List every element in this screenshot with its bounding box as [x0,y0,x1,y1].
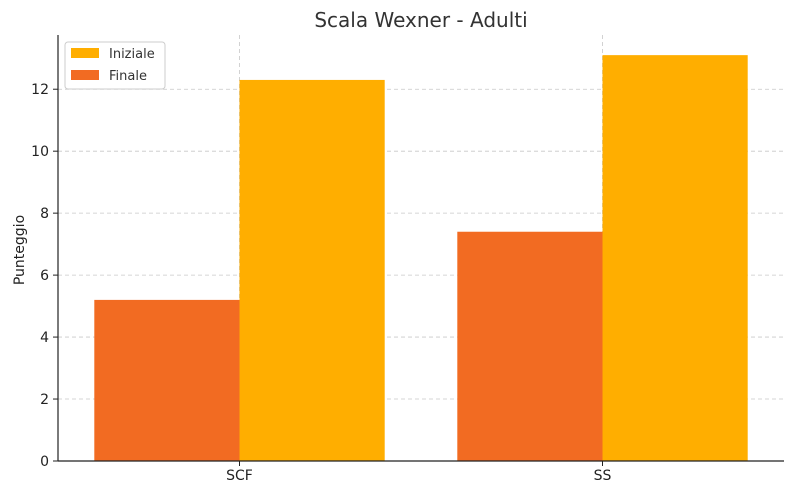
chart-title: Scala Wexner - Adulti [314,8,527,32]
x-tick-label: SCF [226,468,253,484]
legend: Iniziale Finale [64,41,166,90]
y-tick-label: 2 [40,392,49,408]
y-tick-label: 4 [40,330,49,346]
x-tick-label: SS [594,468,612,484]
y-tick-label: 6 [40,268,49,284]
bar-finale-ss [457,231,603,461]
legend-items: Iniziale Finale [71,47,155,84]
tick-labels: 0 2 4 6 8 10 12 SCF SS [31,82,611,484]
legend-swatch-iniziale [71,48,99,58]
legend-label-iniziale: Iniziale [109,47,155,62]
legend-label-finale: Finale [109,69,147,84]
axes [53,35,784,466]
bar-iniziale-ss [602,55,748,461]
y-tick-label: 8 [40,206,49,222]
bar-finale-scf [94,299,240,461]
bar-iniziale-scf [239,79,385,461]
y-tick-label: 0 [40,454,49,470]
y-axis-label: Punteggio [12,215,28,285]
y-tick-label: 10 [31,144,49,160]
bars [94,55,748,461]
y-tick-label: 12 [31,82,49,98]
legend-swatch-finale [71,70,99,80]
